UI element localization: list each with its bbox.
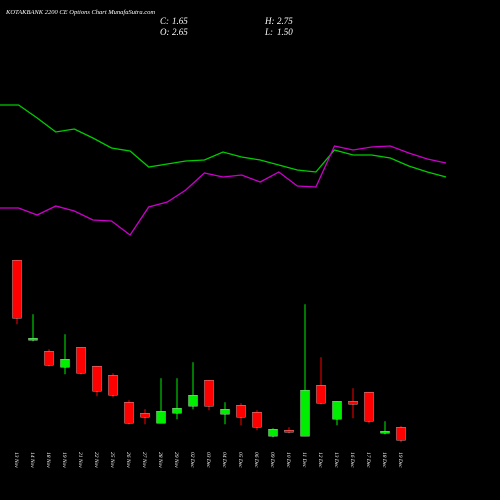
x-tick-label: 25 Nov xyxy=(109,452,115,468)
ohlc-label: L: xyxy=(264,27,273,37)
candle-body xyxy=(12,260,22,319)
x-tick-label: 13 Nov xyxy=(13,452,19,468)
indicator-line xyxy=(0,104,447,178)
candle-body xyxy=(172,408,182,414)
candle-body xyxy=(28,338,38,341)
x-tick-label: 26 Nov xyxy=(125,452,131,468)
candle-body xyxy=(300,390,310,437)
candle-body xyxy=(124,402,134,424)
x-tick-label: 14 Nov xyxy=(29,452,36,468)
ohlc-label: O: xyxy=(160,27,170,37)
indicator-line xyxy=(0,145,447,236)
candle-body xyxy=(252,412,262,428)
ohlc-label: H: xyxy=(264,16,275,26)
candle-body xyxy=(44,351,54,366)
x-tick-label: 18 Nov xyxy=(45,452,51,468)
x-tick-label: 13 Dec xyxy=(333,452,339,468)
x-tick-label: 03 Dec xyxy=(205,452,211,468)
candle-body xyxy=(220,409,230,415)
candle-body xyxy=(188,395,198,407)
x-tick-label: 21 Nov xyxy=(77,452,83,468)
ohlc-value: 2.65 xyxy=(172,27,188,37)
candle-body xyxy=(140,413,150,418)
x-tick-label: 12 Dec xyxy=(317,452,323,468)
ohlc-value: 1.65 xyxy=(172,16,188,26)
x-tick-label: 04 Dec xyxy=(221,452,228,468)
candle-body xyxy=(92,366,102,392)
candle-body xyxy=(204,380,214,407)
candle-body xyxy=(60,359,70,368)
x-tick-label: 18 Dec xyxy=(381,452,387,468)
x-tick-label: 05 Dec xyxy=(237,452,243,468)
candle-body xyxy=(236,405,246,418)
x-tick-label: 28 Nov xyxy=(157,452,163,468)
candle-body xyxy=(396,427,406,441)
ohlc-value: 1.50 xyxy=(277,27,293,37)
x-tick-label: 19 Dec xyxy=(397,452,403,468)
x-tick-label: 10 Dec xyxy=(285,452,291,468)
x-tick-label: 16 Dec xyxy=(349,452,355,468)
candle-body xyxy=(316,385,326,404)
x-tick-label: 22 Nov xyxy=(93,452,99,468)
x-tick-label: 06 Dec xyxy=(253,452,259,468)
x-tick-label: 27 Nov xyxy=(141,452,147,468)
candle-body xyxy=(268,429,278,437)
candle-body xyxy=(156,411,166,424)
candle-body xyxy=(108,375,118,396)
candle-body xyxy=(380,431,390,434)
ohlc-label: C: xyxy=(160,16,169,26)
candle-body xyxy=(284,430,294,433)
ohlc-value: 2.75 xyxy=(277,16,293,26)
x-tick-label: 19 Nov xyxy=(61,452,67,468)
candle-body xyxy=(364,392,374,422)
candle-body xyxy=(348,401,358,405)
x-tick-label: 17 Dec xyxy=(365,452,371,468)
x-tick-label: 02 Dec xyxy=(189,452,195,468)
x-tick-label: 11 Dec xyxy=(301,452,307,468)
x-tick-label: 09 Dec xyxy=(269,452,275,468)
candle-body xyxy=(76,347,86,374)
candle-body xyxy=(332,401,342,420)
x-tick-label: 29 Nov xyxy=(173,452,179,468)
chart-title: KOTAKBANK 2200 CE Options Chart MunafaSu… xyxy=(5,9,155,16)
